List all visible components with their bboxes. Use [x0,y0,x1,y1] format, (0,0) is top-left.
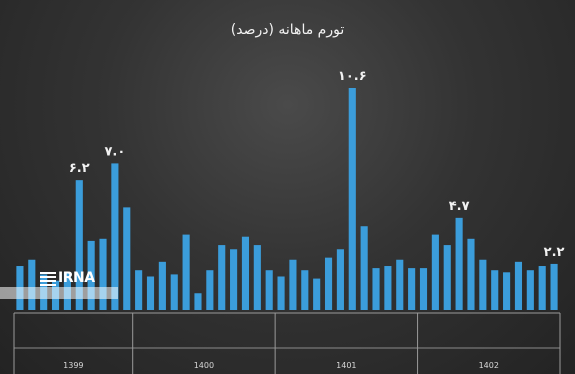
bar [384,266,392,310]
chart-title: تورم ماهانه (درصد) [230,22,345,38]
bar [182,234,190,310]
bar [218,245,226,310]
data-label: ۴.۷ [449,199,470,214]
bar [336,249,344,310]
data-label: ۶.۲ [69,161,90,176]
bar [135,270,143,310]
bar [28,259,36,310]
bar [491,270,499,310]
bar [146,276,155,310]
bar [123,207,131,310]
bar [538,266,546,310]
group-label: 1400 [194,361,214,370]
bar [99,238,107,310]
bar [431,234,439,310]
data-label: ۲.۲ [544,245,565,260]
irna-logo-icon [40,272,56,286]
irna-watermark: IRNA [0,270,118,300]
bar [111,163,119,310]
bar [372,268,380,310]
bar [241,236,250,310]
group-label: 1401 [336,361,356,370]
bar [313,278,321,310]
data-label: ۷.۰ [104,144,125,159]
bar [550,263,558,310]
group-label: 1399 [63,361,83,370]
bar [348,88,356,310]
bar [253,245,261,310]
bar [467,238,475,310]
bar [277,276,285,310]
bar [194,293,202,310]
bar [514,261,523,310]
bar [75,180,83,310]
bar [206,270,214,310]
data-label: ۱۰.۶ [338,69,367,84]
bar [408,268,416,310]
bar [301,270,309,310]
group-label: 1402 [479,361,499,370]
bar [396,259,404,310]
bar [170,274,178,310]
watermark-text: IRNA [58,270,95,286]
bar [479,259,487,310]
bar [443,245,451,310]
bar [158,261,166,310]
bar [419,268,428,310]
bar [526,270,534,310]
watermark-bar [0,287,118,299]
bar [265,270,273,310]
bar [230,249,238,310]
bar [87,240,95,310]
bar [503,272,511,310]
bar [289,259,297,310]
bar [455,217,463,310]
bar [324,257,333,310]
bar [360,226,368,310]
